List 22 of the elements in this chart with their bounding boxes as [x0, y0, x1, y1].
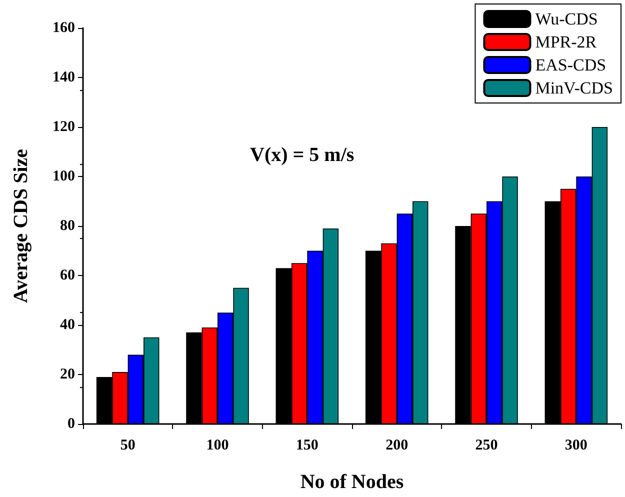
x-tick-label: 300: [564, 438, 588, 454]
x-tick-label: 50: [120, 438, 136, 454]
x-tick-label: 150: [296, 438, 318, 454]
y-tick-label: 160: [52, 20, 75, 36]
x-tick-label: 250: [475, 438, 498, 454]
x-tick-label: 100: [206, 438, 229, 454]
legend-label: EAS-CDS: [535, 56, 606, 74]
x-tick-label: 200: [386, 438, 408, 454]
y-tick-label: 140: [52, 70, 75, 86]
y-tick-label: 20: [60, 366, 75, 382]
y-tick-label: 60: [60, 268, 75, 284]
y-tick-label: 40: [60, 317, 75, 333]
y-tick-label: 80: [60, 218, 75, 234]
y-axis-title: Average CDS Size: [10, 148, 32, 304]
y-tick-label: 120: [52, 119, 75, 135]
legend-label: Wu-CDS: [535, 10, 598, 28]
annotation: V(x) = 5 m/s: [250, 144, 354, 166]
y-tick-label: 100: [52, 168, 75, 184]
x-axis-title: No of Nodes: [300, 471, 404, 493]
y-tick-label: 0: [68, 416, 75, 432]
legend-label: MinV-CDS: [535, 78, 614, 98]
legend-label: MPR-2R: [535, 32, 598, 52]
